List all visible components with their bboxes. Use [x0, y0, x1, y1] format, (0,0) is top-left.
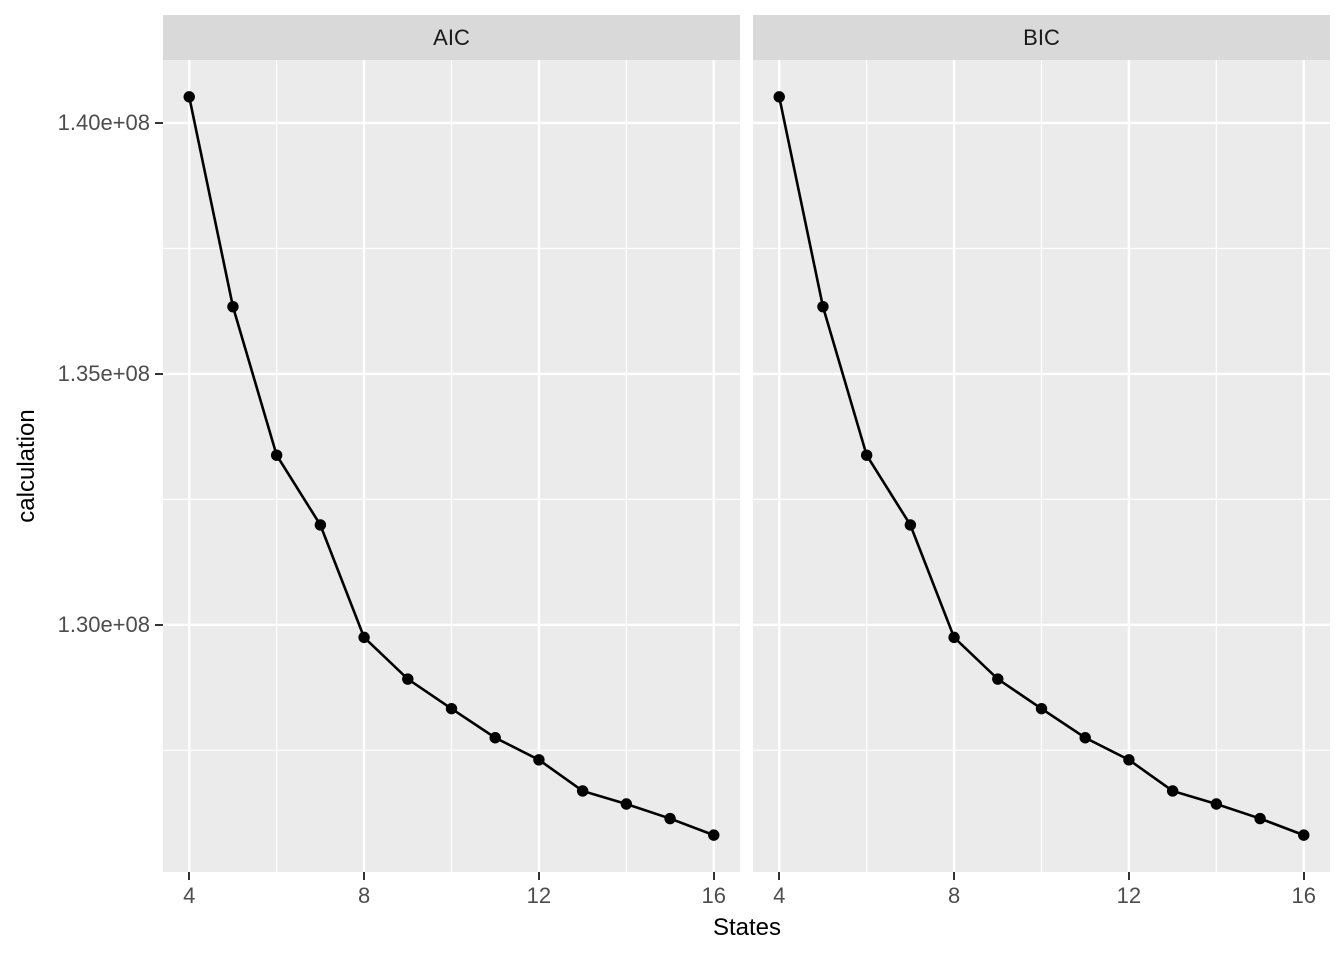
x-tick-mark	[778, 872, 781, 880]
data-point	[1298, 829, 1310, 841]
data-point	[1035, 702, 1048, 715]
y-tick-label: 1.40e+08	[57, 109, 150, 135]
x-tick-mark	[188, 872, 191, 880]
data-point	[948, 631, 960, 644]
x-tick-mark	[363, 872, 366, 880]
x-tick-label: 4	[183, 883, 196, 908]
y-tick-mark	[155, 372, 163, 375]
data-point	[183, 91, 195, 103]
x-tick-label: 8	[947, 883, 961, 908]
facet-strip-label-bic: BIC	[1023, 24, 1060, 50]
data-point	[533, 754, 545, 766]
data-point	[904, 519, 917, 531]
facet-strip-bic: BIC	[753, 15, 1330, 60]
data-point	[1166, 785, 1179, 797]
y-tick-label: 1.35e+08	[57, 360, 150, 386]
y-tick-label: 1.30e+08	[57, 611, 150, 637]
data-point	[489, 732, 501, 744]
data-point	[860, 449, 873, 461]
data-point	[992, 673, 1004, 685]
data-point	[576, 785, 589, 797]
x-tick-mark	[1127, 872, 1130, 880]
data-point	[1079, 732, 1091, 744]
x-tick-label: 12	[1116, 883, 1142, 908]
data-point	[402, 673, 414, 685]
data-point	[773, 91, 785, 103]
x-tick-label: 8	[357, 883, 371, 908]
data-point	[314, 519, 327, 531]
data-point	[445, 702, 458, 715]
x-tick-mark	[712, 872, 715, 880]
data-point	[270, 449, 283, 461]
data-point	[1254, 812, 1266, 825]
data-point	[664, 812, 676, 825]
x-tick-mark	[1302, 872, 1305, 880]
data-point	[1123, 754, 1135, 766]
x-axis-title: States	[712, 914, 782, 941]
panel-aic	[163, 60, 740, 872]
x-tick-label: 16	[1291, 883, 1317, 908]
x-tick-mark	[953, 872, 956, 880]
data-point	[708, 829, 720, 841]
x-tick-label: 4	[773, 883, 786, 908]
x-tick-label: 16	[701, 883, 727, 908]
data-point	[227, 300, 239, 313]
panel-bic	[753, 60, 1330, 872]
facet-strip-aic: AIC	[163, 15, 740, 60]
x-tick-label: 12	[526, 883, 552, 908]
facet-strip-label-aic: AIC	[433, 24, 470, 50]
data-point	[358, 631, 370, 644]
x-tick-mark	[537, 872, 540, 880]
data-point	[620, 798, 633, 810]
data-point	[1210, 798, 1223, 810]
data-point	[817, 300, 829, 313]
y-axis-title: calculation	[13, 409, 40, 523]
y-tick-mark	[155, 121, 163, 124]
y-tick-mark	[155, 623, 163, 626]
